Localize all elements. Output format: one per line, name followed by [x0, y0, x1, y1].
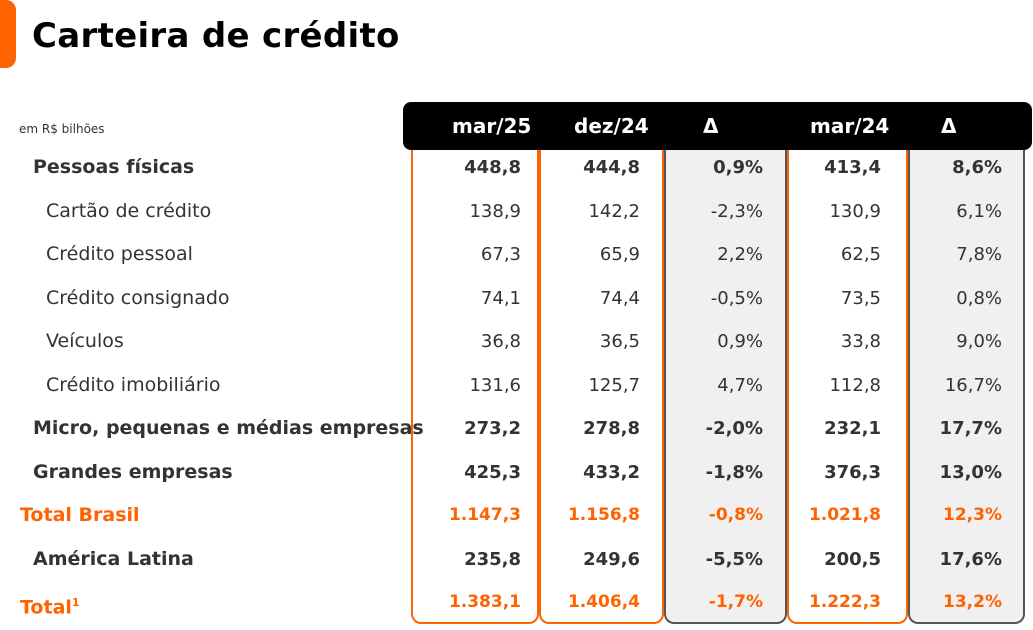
table-cell: 0,9%	[717, 331, 763, 352]
column-box-mar24	[787, 150, 908, 624]
unit-label: em R$ bilhões	[19, 122, 105, 136]
table-cell: -5,5%	[705, 548, 763, 570]
table-cell: 1.383,1	[448, 592, 521, 612]
table-cell: 112,8	[829, 374, 881, 396]
table-row: Grandes empresas 425,3 433,2 -1,8% 376,3 13,0…	[0, 451, 1033, 494]
table-cell: 142,2	[588, 200, 640, 222]
table-cell: 1.406,4	[567, 592, 640, 612]
table-cell: 65,9	[599, 244, 640, 265]
table-row: Crédito consignado 74,1 74,4 -0,5% 73,5 0,8%	[0, 277, 1033, 320]
table-cell: 376,3	[824, 461, 881, 483]
table-cell: 138,9	[469, 200, 521, 222]
row-label: Crédito consignado	[46, 286, 230, 309]
table-row: Crédito pessoal 67,3 65,9 2,2% 62,5 7,8%	[0, 233, 1033, 276]
table-row: Veículos 36,8 36,5 0,9% 33,8 9,0%	[0, 320, 1033, 363]
column-box-delta-1	[664, 150, 787, 624]
table-cell: 0,8%	[956, 287, 1002, 309]
table-cell: 235,8	[464, 548, 521, 570]
accent-bar	[0, 0, 16, 68]
column-header-mar25: mar/25	[452, 114, 532, 138]
table-cell: 67,3	[480, 244, 521, 265]
table-cell: 448,8	[464, 157, 521, 178]
table-cell: 13,2%	[943, 592, 1002, 612]
table-cell: 278,8	[583, 418, 640, 439]
table-cell: 73,5	[840, 287, 881, 309]
table-cell: 2,2%	[717, 244, 763, 265]
row-label: Crédito pessoal	[46, 243, 193, 265]
table-cell: 12,3%	[943, 505, 1002, 525]
table-cell: 131,6	[469, 374, 521, 396]
table-cell: -2,3%	[710, 200, 763, 222]
table-row: Total Brasil 1.147,3 1.156,8 -0,8% 1.021,8 12…	[0, 494, 1033, 537]
table-cell: 36,5	[599, 331, 640, 352]
table-cell: 130,9	[829, 200, 881, 222]
table-row: Micro, pequenas e médias empresas 273,2 27…	[0, 407, 1033, 450]
row-label: Micro, pequenas e médias empresas	[33, 417, 424, 439]
column-header-mar24: mar/24	[810, 114, 890, 138]
table-cell: 1.147,3	[448, 505, 521, 525]
table-cell: -1,7%	[708, 592, 763, 612]
table-cell: 4,7%	[717, 374, 763, 396]
table-cell: 9,0%	[956, 331, 1002, 352]
row-label: Grandes empresas	[33, 460, 233, 483]
table-cell: 74,4	[599, 287, 640, 309]
row-label: Total1	[20, 596, 80, 619]
table-cell: 8,6%	[952, 157, 1002, 178]
table-cell: 433,2	[583, 461, 640, 483]
table-cell: -0,8%	[708, 505, 763, 525]
row-label: América Latina	[33, 547, 194, 570]
table-cell: 0,9%	[713, 157, 763, 178]
column-box-delta-2	[908, 150, 1025, 624]
page-title: Carteira de crédito	[32, 16, 400, 56]
table-cell: 273,2	[464, 418, 521, 439]
column-header-dez24: dez/24	[574, 114, 649, 138]
table-cell: 1.156,8	[567, 505, 640, 525]
row-label: Total Brasil	[20, 504, 140, 526]
table-cell: 425,3	[464, 461, 521, 483]
table-cell: 125,7	[588, 374, 640, 396]
table-cell: 444,8	[583, 157, 640, 178]
table-row: Pessoas físicas 448,8 444,8 0,9% 413,4 8,6%	[0, 146, 1033, 189]
table-cell: 200,5	[824, 548, 881, 570]
table-cell: 13,0%	[939, 461, 1002, 483]
table-cell: 62,5	[840, 244, 881, 265]
column-header-delta-2: Δ	[941, 114, 957, 138]
table-header: mar/25 dez/24 Δ mar/24 Δ	[403, 102, 1032, 150]
table-row: Cartão de crédito 138,9 142,2 -2,3% 130,9 6,1…	[0, 190, 1033, 233]
table-cell: 36,8	[480, 331, 521, 352]
table-cell: 16,7%	[944, 374, 1002, 396]
footnote-marker: 1	[71, 596, 80, 609]
table-cell: 74,1	[480, 287, 521, 309]
table-row: Total1 1.383,1 1.406,4 -1,7% 1.222,3 13,2%	[0, 581, 1033, 624]
column-box-mar25	[411, 150, 539, 624]
table-row: Crédito imobiliário 131,6 125,7 4,7% 112,8 16…	[0, 364, 1033, 407]
table-cell: 33,8	[840, 331, 881, 352]
table-cell: 1.021,8	[808, 505, 881, 525]
table-cell: -0,5%	[710, 287, 763, 309]
table-cell: 413,4	[824, 157, 881, 178]
column-box-dez24	[539, 150, 664, 624]
table-cell: 1.222,3	[808, 592, 881, 612]
table-cell: 232,1	[824, 418, 881, 439]
row-label: Cartão de crédito	[46, 199, 212, 222]
row-label: Pessoas físicas	[33, 156, 195, 178]
row-label: Crédito imobiliário	[46, 373, 221, 396]
table-row: América Latina 235,8 249,6 -5,5% 200,5 17,6%	[0, 538, 1033, 581]
table-cell: -1,8%	[705, 461, 763, 483]
table-cell: 249,6	[583, 548, 640, 570]
column-header-delta-1: Δ	[703, 114, 719, 138]
table-cell: 17,6%	[939, 548, 1002, 570]
row-label: Veículos	[46, 330, 124, 352]
table-cell: 17,7%	[939, 418, 1002, 439]
table-cell: 7,8%	[956, 244, 1002, 265]
table-cell: 6,1%	[956, 200, 1002, 222]
table-cell: -2,0%	[705, 418, 763, 439]
